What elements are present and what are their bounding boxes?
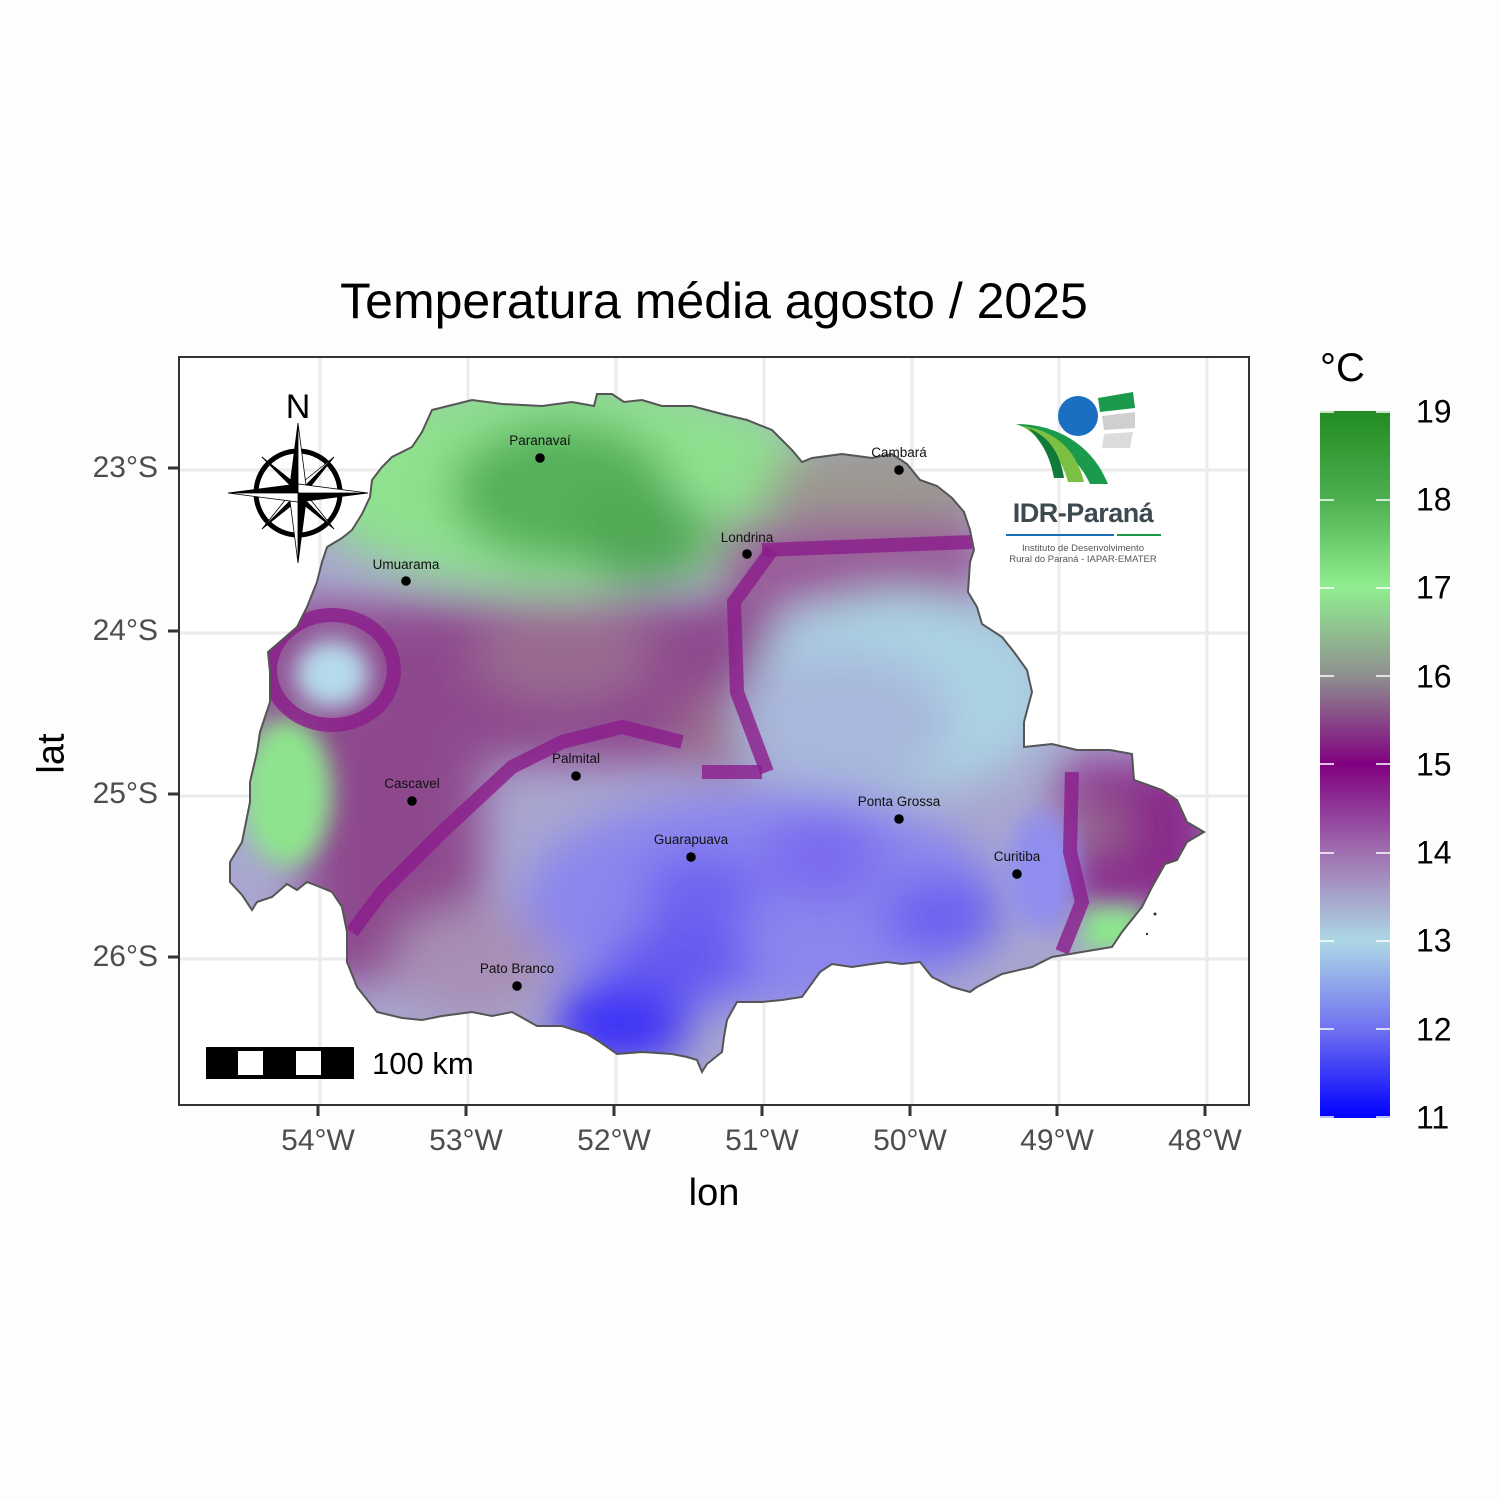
x-tick-label: 54°W bbox=[281, 1124, 355, 1157]
legend-break-label: 18 bbox=[1416, 481, 1452, 518]
y-tick-mark bbox=[168, 466, 178, 470]
compass-rose-icon: N bbox=[227, 388, 369, 564]
y-tick-mark bbox=[168, 629, 178, 633]
y-tick-label: 23°S bbox=[92, 451, 158, 484]
svg-text:Curitiba: Curitiba bbox=[994, 849, 1041, 864]
x-tick-mark bbox=[464, 1106, 468, 1116]
idr-parana-logo: IDR-Paraná Instituto de Desenvolvimento … bbox=[998, 386, 1168, 576]
logo-graphic-icon bbox=[1016, 392, 1135, 484]
legend-title: °C bbox=[1320, 346, 1365, 390]
svg-text:Londrina: Londrina bbox=[721, 530, 774, 545]
x-tick-mark bbox=[760, 1106, 764, 1116]
scale-bar-label: 100 km bbox=[372, 1046, 474, 1081]
x-tick-label: 51°W bbox=[725, 1124, 799, 1157]
svg-text:Ponta Grossa: Ponta Grossa bbox=[858, 794, 941, 809]
scale-bar-icon bbox=[206, 1047, 354, 1079]
y-tick-mark bbox=[168, 792, 178, 796]
chart-title: Temperatura média agosto / 2025 bbox=[340, 273, 1088, 329]
legend-break-label: 16 bbox=[1416, 658, 1452, 695]
y-axis-label: lat bbox=[30, 733, 73, 774]
legend-break-label: 19 bbox=[1416, 393, 1452, 430]
city-guarapuava: Guarapuava bbox=[654, 832, 729, 862]
svg-text:Cascavel: Cascavel bbox=[384, 776, 440, 791]
city-londrina: Londrina bbox=[721, 530, 774, 559]
legend-break-label: 15 bbox=[1416, 746, 1452, 783]
x-tick-mark bbox=[612, 1106, 616, 1116]
legend-break-label: 17 bbox=[1416, 569, 1452, 606]
y-tick-label: 26°S bbox=[92, 940, 158, 973]
x-tick-label: 48°W bbox=[1168, 1124, 1242, 1157]
svg-text:Umuarama: Umuarama bbox=[373, 557, 440, 572]
city-umuarama: Umuarama bbox=[373, 557, 440, 586]
y-tick-label: 25°S bbox=[92, 777, 158, 810]
svg-text:Palmital: Palmital bbox=[552, 751, 600, 766]
svg-text:Cambará: Cambará bbox=[871, 445, 927, 460]
x-tick-label: 49°W bbox=[1020, 1124, 1094, 1157]
svg-text:Guarapuava: Guarapuava bbox=[654, 832, 729, 847]
city-paranavai: Paranavaí bbox=[509, 433, 571, 463]
map-svg: Paranavaí Cambará Londrina Umuarama Palm… bbox=[180, 358, 1248, 1104]
y-tick-mark bbox=[168, 955, 178, 959]
city-ponta-grossa: Ponta Grossa bbox=[858, 794, 941, 824]
y-tick-label: 24°S bbox=[92, 614, 158, 647]
legend-break-label: 11 bbox=[1416, 1099, 1450, 1136]
city-curitiba: Curitiba bbox=[994, 849, 1041, 879]
legend-colorbar bbox=[1320, 411, 1390, 1118]
logo-subtitle: Instituto de Desenvolvimento Rural do Pa… bbox=[1009, 543, 1157, 565]
logo-name: IDR-Paraná bbox=[1012, 498, 1154, 528]
svg-text:Paranavaí: Paranavaí bbox=[509, 433, 571, 448]
x-tick-mark bbox=[1203, 1106, 1207, 1116]
x-tick-mark bbox=[316, 1106, 320, 1116]
city-cambara: Cambará bbox=[871, 445, 927, 475]
x-tick-label: 53°W bbox=[429, 1124, 503, 1157]
map-panel: Paranavaí Cambará Londrina Umuarama Palm… bbox=[178, 356, 1250, 1106]
city-cascavel: Cascavel bbox=[384, 776, 440, 806]
x-axis-label: lon bbox=[688, 1172, 740, 1214]
city-pato-branco: Pato Branco bbox=[480, 961, 554, 991]
city-markers: Paranavaí Cambará Londrina Umuarama Palm… bbox=[373, 433, 1041, 991]
svg-text:Pato Branco: Pato Branco bbox=[480, 961, 554, 976]
legend-break-label: 12 bbox=[1416, 1011, 1452, 1048]
city-palmital: Palmital bbox=[552, 751, 600, 781]
x-tick-mark bbox=[908, 1106, 912, 1116]
x-tick-label: 52°W bbox=[577, 1124, 651, 1157]
x-tick-label: 50°W bbox=[873, 1124, 947, 1157]
svg-text:N: N bbox=[286, 388, 311, 426]
legend-break-label: 14 bbox=[1416, 834, 1452, 871]
legend-break-label: 13 bbox=[1416, 922, 1452, 959]
x-tick-mark bbox=[1055, 1106, 1059, 1116]
